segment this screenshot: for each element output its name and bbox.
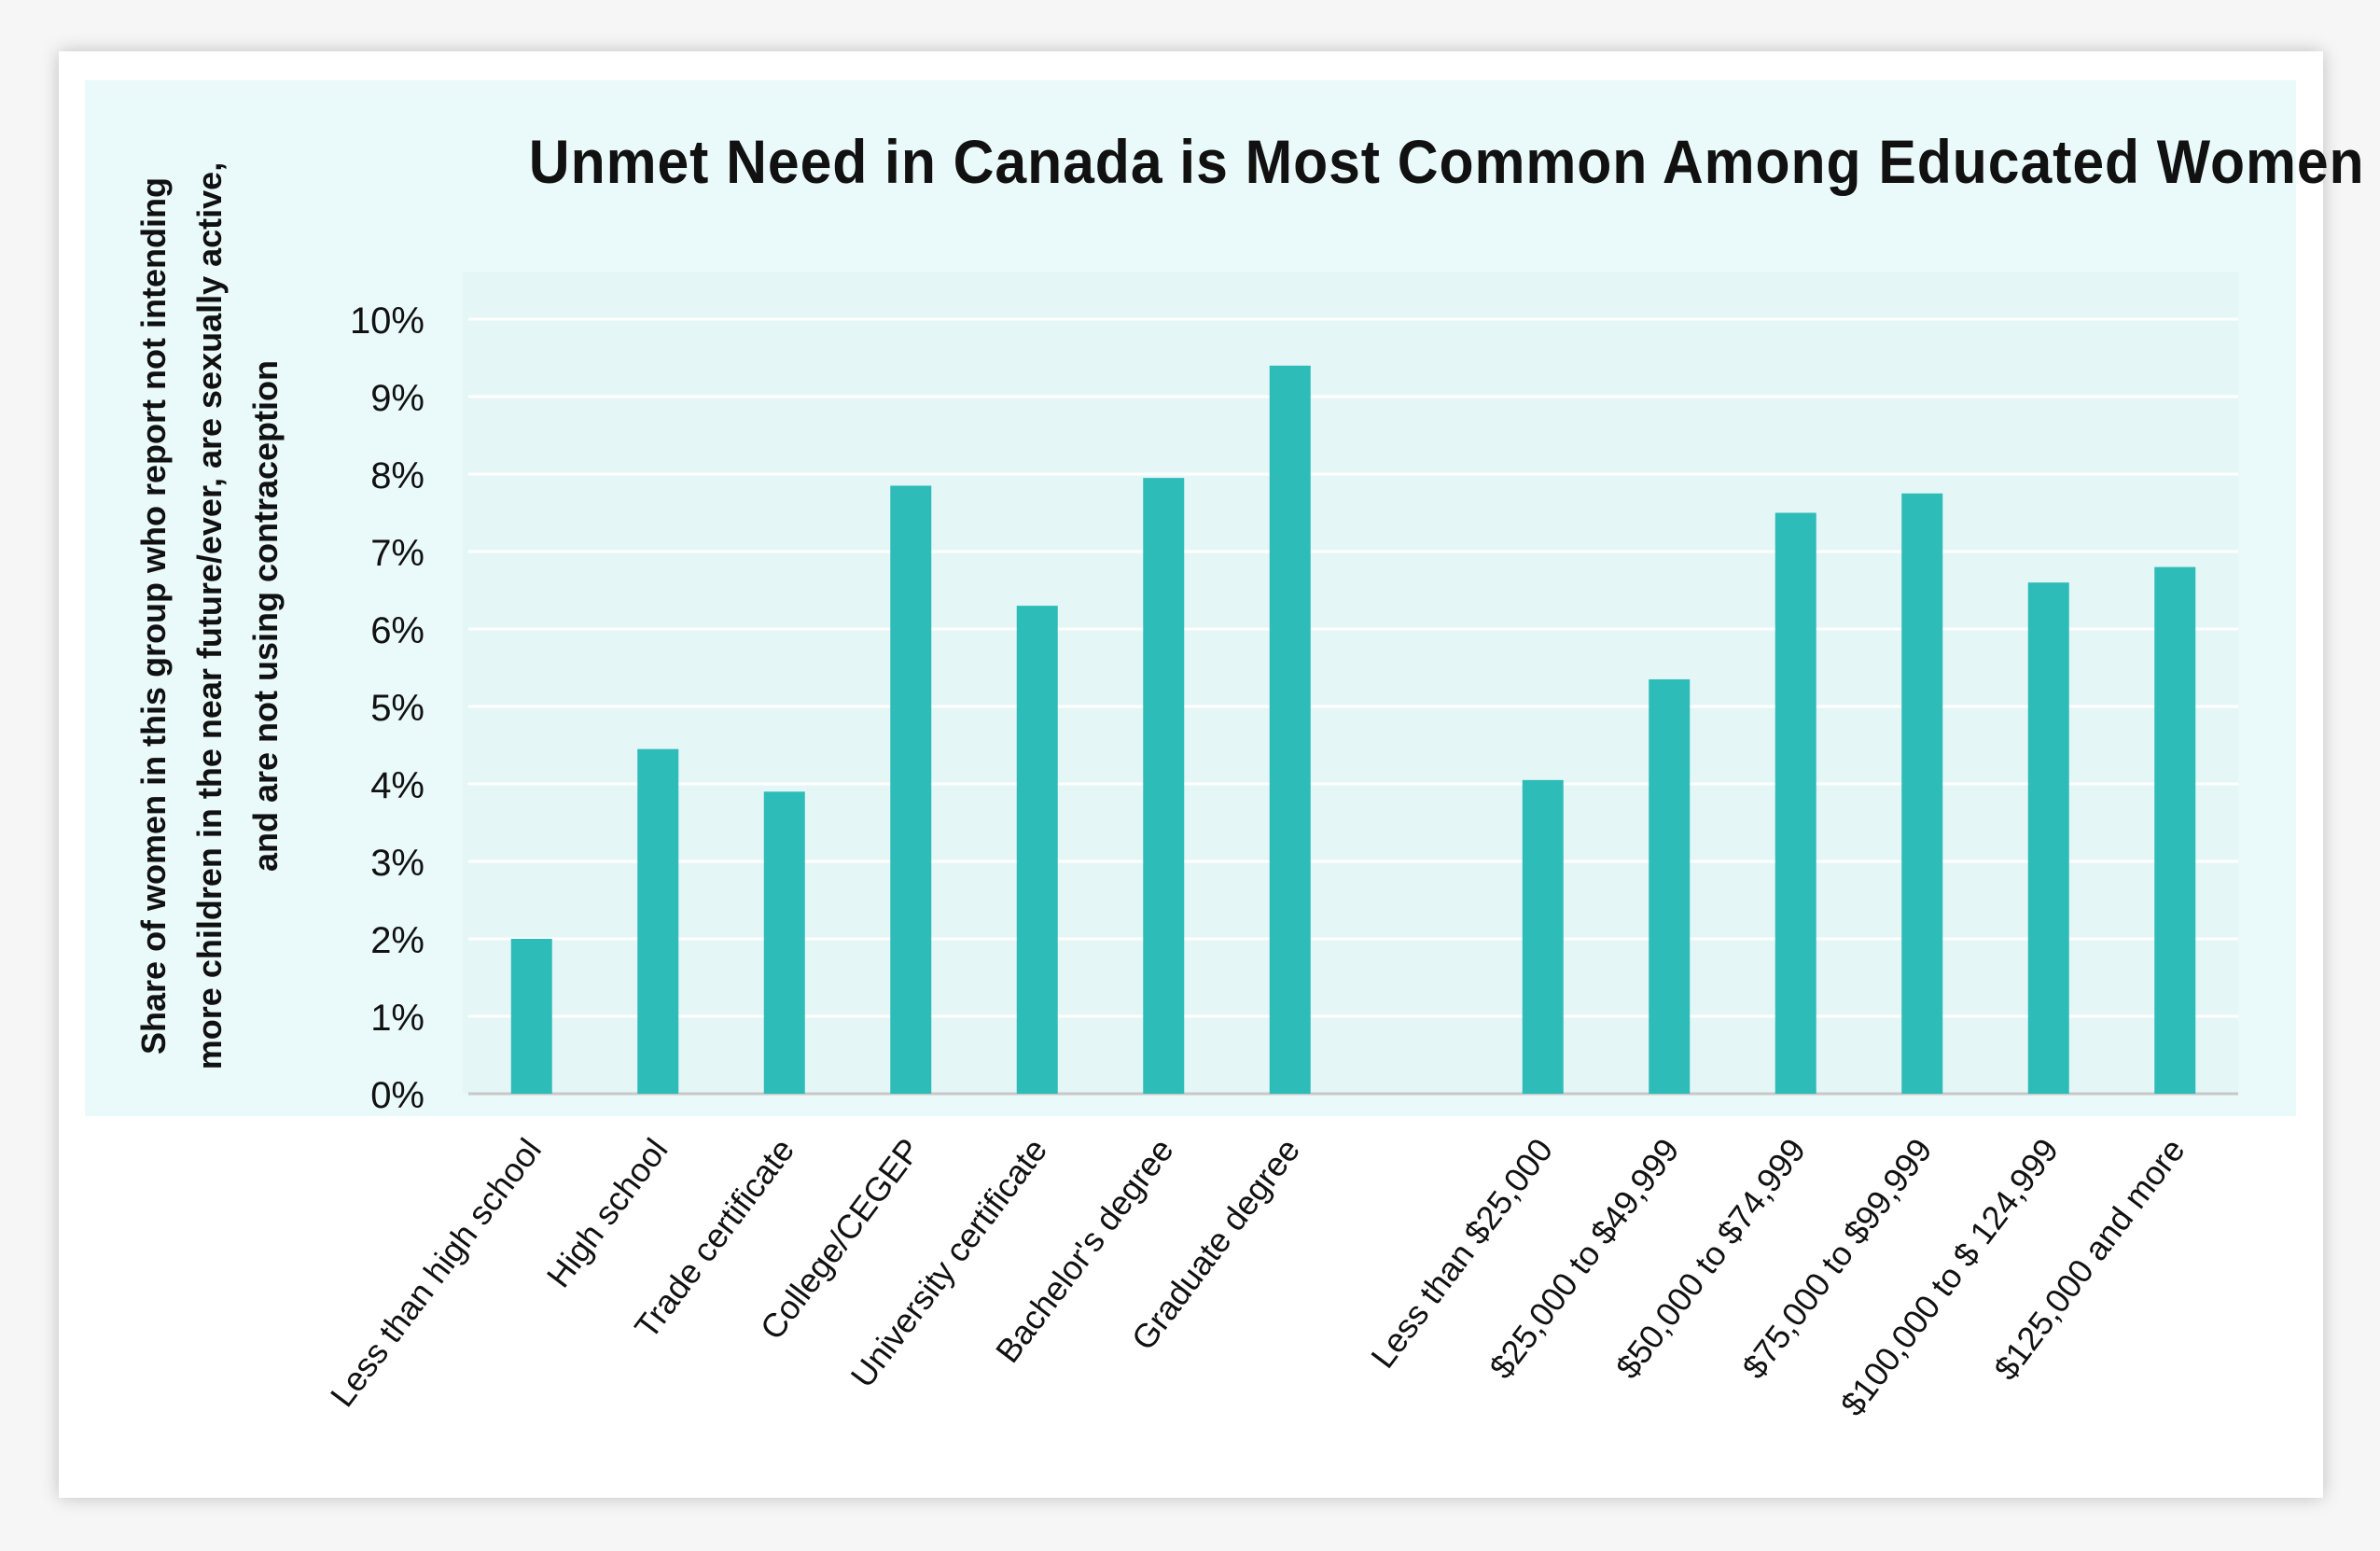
- y-tick-label: 9%: [370, 378, 425, 419]
- bar: [1143, 478, 1185, 1094]
- bar: [1016, 606, 1058, 1094]
- y-tick-label: 8%: [370, 455, 425, 496]
- y-tick-label: 6%: [370, 610, 425, 651]
- bar: [2027, 582, 2069, 1094]
- bar: [510, 939, 552, 1094]
- chart-title: Unmet Need in Canada is Most Common Amon…: [528, 127, 2365, 196]
- y-tick-label: 1%: [370, 998, 425, 1039]
- bar: [637, 748, 679, 1094]
- bar: [1775, 512, 1816, 1094]
- y-tick-label: 7%: [370, 533, 425, 574]
- y-tick-label: 4%: [370, 765, 425, 806]
- bar: [890, 485, 932, 1094]
- y-tick-label: 5%: [370, 688, 425, 729]
- bar: [1522, 779, 1564, 1094]
- y-tick-label: 2%: [370, 920, 425, 961]
- x-tick-label: High school: [539, 1131, 675, 1294]
- bar: [1901, 493, 1943, 1094]
- bar: [2154, 566, 2196, 1094]
- y-tick-label: 3%: [370, 843, 425, 884]
- y-tick-label: 10%: [350, 300, 425, 342]
- bar: [1649, 678, 1691, 1094]
- bar: [1269, 365, 1311, 1094]
- y-tick-label: 0%: [370, 1075, 425, 1116]
- x-tick-label: $100,000 to $ 124,999: [1833, 1131, 2067, 1422]
- bar: [763, 791, 805, 1094]
- x-tick-label: Less than high school: [323, 1131, 549, 1414]
